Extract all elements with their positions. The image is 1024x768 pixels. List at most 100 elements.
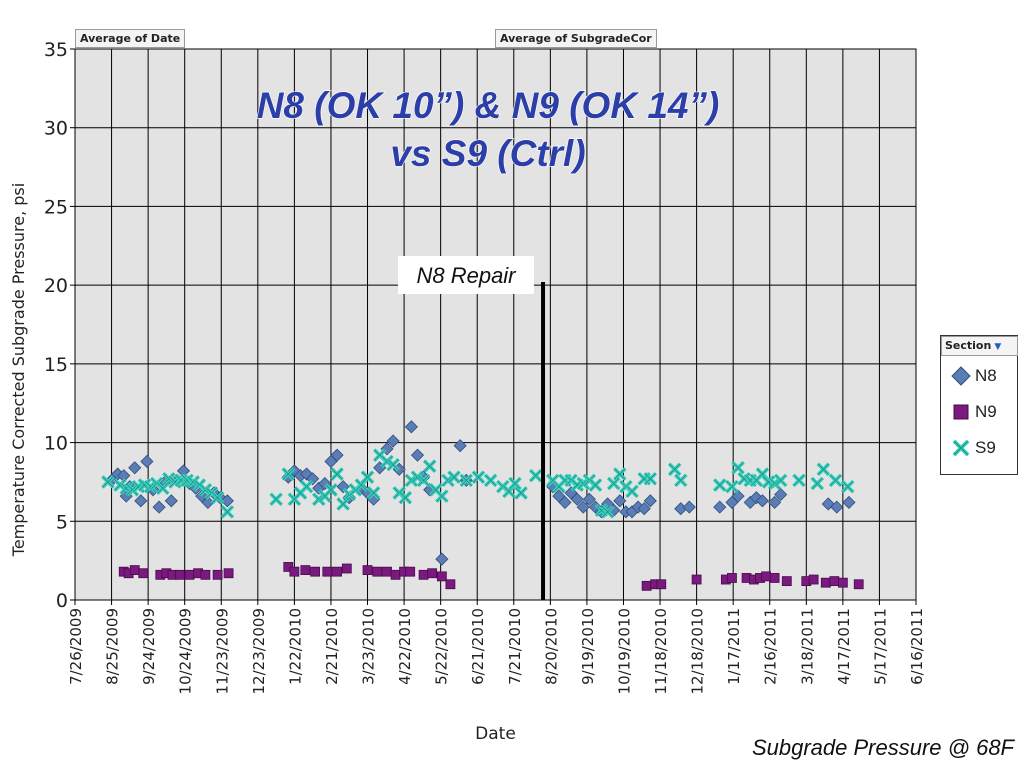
legend-item-s9: S9 bbox=[951, 434, 1017, 462]
legend-filter-button[interactable]: Section ▼ bbox=[941, 336, 1018, 356]
y-tick-label: 5 bbox=[56, 511, 68, 533]
data-point-n9 bbox=[300, 565, 311, 575]
series-s9 bbox=[101, 448, 855, 519]
data-point-s9 bbox=[514, 486, 528, 500]
data-point-n8 bbox=[220, 494, 234, 508]
data-point-n9 bbox=[289, 566, 300, 577]
data-point-n9 bbox=[427, 568, 438, 579]
legend-label-n9: N9 bbox=[975, 402, 997, 421]
data-point-n9 bbox=[200, 569, 211, 580]
x-tick-label: 9/19/2010 bbox=[579, 608, 597, 685]
data-point-n9 bbox=[138, 568, 149, 579]
data-point-s9 bbox=[386, 457, 400, 472]
data-point-n8 bbox=[404, 420, 418, 434]
chart-titles: N8 (OK 10”) & N9 (OK 14”) vs S9 (Ctrl) bbox=[256, 84, 720, 174]
data-point-n9 bbox=[223, 568, 234, 579]
data-point-n8 bbox=[386, 434, 400, 448]
data-point-s9 bbox=[840, 479, 855, 494]
x-tick-label: 8/20/2010 bbox=[542, 608, 560, 685]
data-point-n9 bbox=[808, 574, 819, 585]
y-axis-title: Temperature Corrected Subgrade Pressure,… bbox=[9, 183, 28, 557]
x-tick-label: 12/23/2009 bbox=[250, 608, 268, 694]
data-point-n9 bbox=[820, 577, 831, 588]
data-point-n8 bbox=[842, 495, 856, 509]
plot-area bbox=[74, 48, 917, 601]
legend-label-n8: N8 bbox=[975, 366, 997, 385]
data-point-n8 bbox=[830, 500, 844, 514]
data-point-s9 bbox=[155, 481, 170, 495]
data-point-s9 bbox=[220, 505, 235, 519]
pivot-field-subgrade[interactable]: Average of SubgradeCor bbox=[495, 29, 657, 48]
data-points bbox=[101, 420, 864, 591]
x-tick-label: 6/21/2010 bbox=[469, 608, 487, 685]
x-tick-label: 11/23/2009 bbox=[213, 608, 231, 694]
data-point-s9 bbox=[324, 483, 338, 497]
data-point-s9 bbox=[210, 490, 225, 505]
x-tick-label: 2/16/2011 bbox=[762, 608, 780, 685]
data-point-n8 bbox=[755, 494, 769, 508]
data-point-s9 bbox=[725, 479, 739, 494]
data-point-s9 bbox=[422, 459, 437, 473]
data-point-n9 bbox=[656, 579, 667, 590]
repair-label-box bbox=[398, 256, 534, 294]
data-point-s9 bbox=[330, 467, 344, 481]
data-point-n9 bbox=[382, 566, 392, 577]
data-point-s9 bbox=[625, 484, 639, 499]
data-point-s9 bbox=[459, 473, 474, 488]
data-point-n8 bbox=[410, 448, 425, 462]
data-point-n8 bbox=[613, 494, 627, 508]
data-point-n8 bbox=[570, 492, 584, 506]
data-point-n9 bbox=[418, 569, 429, 580]
data-point-n9 bbox=[372, 566, 383, 577]
y-tick-label: 35 bbox=[44, 39, 68, 61]
data-point-n9 bbox=[436, 571, 447, 582]
data-point-s9 bbox=[673, 473, 688, 488]
x-tick-label: 9/24/2009 bbox=[140, 608, 158, 685]
data-point-s9 bbox=[731, 460, 745, 475]
repair-label: N8 Repair bbox=[416, 263, 517, 288]
data-point-n8 bbox=[643, 494, 657, 508]
data-point-n9 bbox=[212, 569, 223, 580]
x-tick-label: 6/16/2011 bbox=[908, 608, 926, 685]
data-point-n8 bbox=[558, 495, 572, 509]
series-n9 bbox=[118, 562, 864, 591]
pivot-field-date[interactable]: Average of Date bbox=[75, 29, 186, 48]
y-tick-label: 15 bbox=[44, 354, 68, 376]
legend-label-s9: S9 bbox=[975, 438, 996, 457]
data-point-n9 bbox=[310, 566, 321, 577]
x-tick-label: 7/21/2010 bbox=[506, 608, 524, 685]
data-point-n9 bbox=[184, 569, 195, 580]
data-point-n9 bbox=[129, 565, 140, 575]
x-tick-label: 7/26/2009 bbox=[67, 608, 85, 685]
data-point-n8 bbox=[774, 487, 788, 502]
data-point-n8 bbox=[201, 495, 215, 509]
data-point-n8 bbox=[768, 495, 782, 509]
x-tick-label: 3/18/2011 bbox=[798, 608, 816, 685]
data-point-s9 bbox=[416, 473, 431, 488]
x-tick-label: 5/22/2010 bbox=[433, 608, 451, 685]
data-point-s9 bbox=[613, 467, 627, 481]
data-point-n8 bbox=[152, 500, 166, 514]
chart-title: N8 (OK 10”) & N9 (OK 14”) bbox=[257, 85, 720, 126]
axes: 0 5 10 15 20 25 30 35 7/26/2009 8/25/2009 9/24/200… bbox=[9, 39, 926, 744]
data-point-n9 bbox=[769, 573, 780, 583]
x-tick-label: 1/22/2010 bbox=[286, 608, 304, 685]
data-point-s9 bbox=[508, 476, 522, 491]
repair-annotation: N8 Repair bbox=[398, 256, 546, 600]
data-point-s9 bbox=[471, 470, 486, 484]
data-point-s9 bbox=[773, 473, 788, 488]
dropdown-arrow-icon[interactable]: ▼ bbox=[994, 342, 1002, 352]
data-point-s9 bbox=[600, 505, 615, 519]
data-point-s9 bbox=[816, 462, 831, 477]
data-point-n9 bbox=[390, 569, 401, 580]
data-point-n8 bbox=[140, 454, 154, 469]
y-tick-label: 20 bbox=[44, 275, 68, 297]
data-point-s9 bbox=[606, 476, 621, 491]
data-point-n8 bbox=[576, 500, 590, 514]
x-tick-label: 5/17/2011 bbox=[871, 608, 889, 685]
data-point-n9 bbox=[727, 573, 737, 583]
data-point-n9 bbox=[761, 571, 771, 582]
data-point-s9 bbox=[447, 470, 461, 484]
legend: Section ▼ N8 N9 S9 bbox=[940, 335, 1018, 475]
